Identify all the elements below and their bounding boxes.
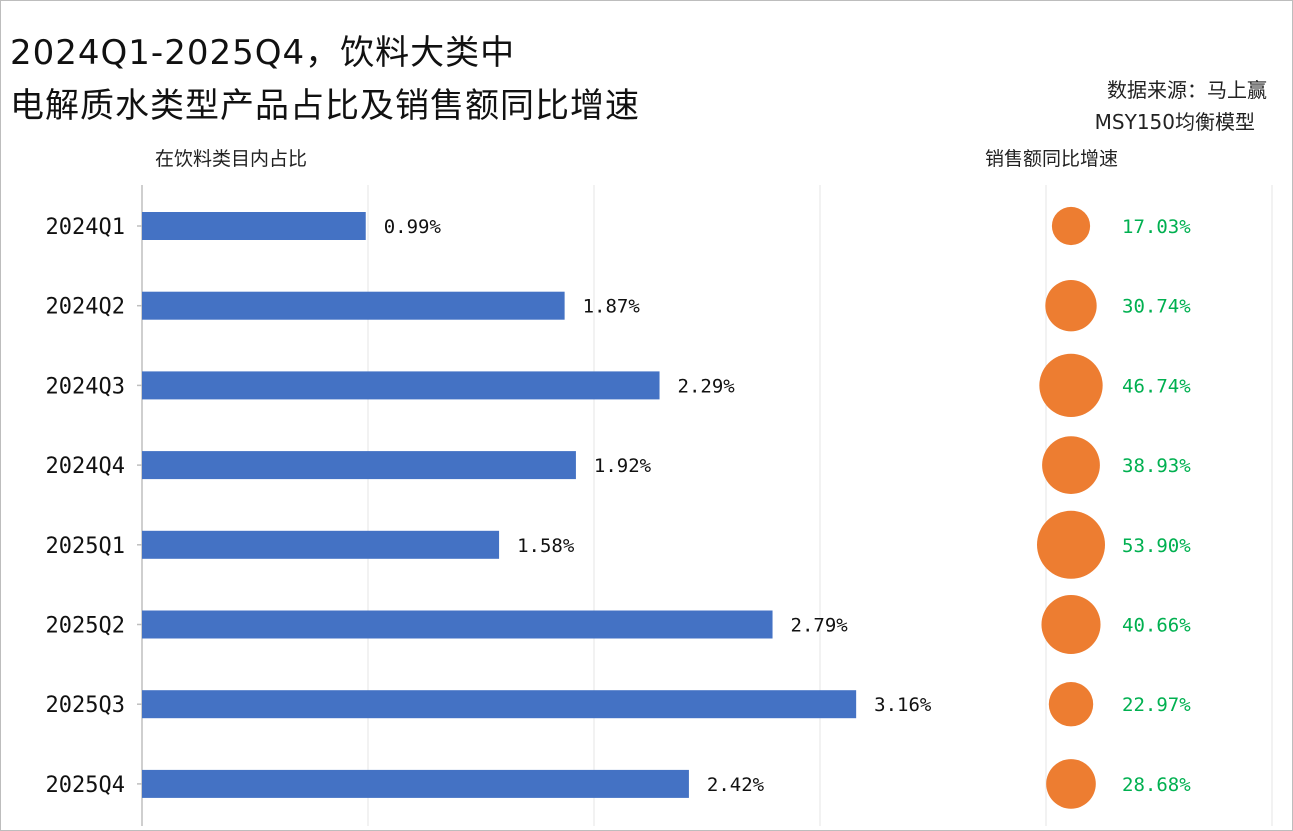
data-source-model: MSY150均衡模型 xyxy=(1094,110,1255,134)
category-tick-label: 2024Q3 xyxy=(46,374,125,399)
share-bar xyxy=(142,530,500,559)
share-series-header: 在饮料类目内占比 xyxy=(155,148,308,170)
growth-series-header: 销售额同比增速 xyxy=(985,148,1119,170)
growth-bubble xyxy=(1046,759,1096,809)
share-data-label: 1.92% xyxy=(594,455,652,477)
share-data-label: 2.29% xyxy=(678,375,736,397)
growth-bubble xyxy=(1042,436,1100,494)
growth-data-label: 22.97% xyxy=(1122,694,1191,716)
share-bar xyxy=(142,371,660,400)
share-bar xyxy=(142,769,689,798)
share-data-label: 1.87% xyxy=(583,296,641,318)
growth-data-label: 38.93% xyxy=(1122,455,1191,477)
growth-bubble xyxy=(1041,594,1101,655)
growth-data-label: 30.74% xyxy=(1122,296,1191,318)
category-tick-label: 2025Q3 xyxy=(46,693,125,718)
share-bar xyxy=(142,451,576,480)
growth-data-label: 53.90% xyxy=(1122,535,1191,557)
category-tick-label: 2025Q4 xyxy=(46,773,125,798)
growth-bubble xyxy=(1045,280,1097,332)
share-data-label: 2.79% xyxy=(791,615,849,637)
category-tick-label: 2024Q2 xyxy=(46,295,125,320)
category-tick-label: 2024Q1 xyxy=(46,215,125,240)
share-bar xyxy=(142,690,857,719)
chart-title-line-2: 电解质水类型产品占比及销售额同比增速 xyxy=(10,86,640,126)
share-data-label: 0.99% xyxy=(384,216,442,238)
growth-bubble xyxy=(1039,353,1103,418)
growth-data-label: 40.66% xyxy=(1122,615,1191,637)
category-tick-label: 2025Q2 xyxy=(46,614,125,639)
growth-bubble xyxy=(1037,510,1105,579)
share-bar xyxy=(142,212,366,240)
share-bar xyxy=(142,291,565,320)
chart-title-line-1: 2024Q1-2025Q4，饮料大类中 xyxy=(10,33,516,73)
growth-bubble xyxy=(1051,206,1091,246)
share-bar xyxy=(142,610,773,639)
growth-data-label: 46.74% xyxy=(1122,375,1191,397)
category-tick-label: 2024Q4 xyxy=(46,454,125,479)
category-tick-label: 2025Q1 xyxy=(46,534,125,559)
share-data-label: 2.42% xyxy=(707,774,765,796)
share-data-label: 1.58% xyxy=(517,535,575,557)
growth-data-label: 17.03% xyxy=(1122,216,1191,238)
share-data-label: 3.16% xyxy=(874,694,932,716)
data-source-label: 数据来源：马上赢 xyxy=(1107,78,1267,102)
growth-data-label: 28.68% xyxy=(1122,774,1191,796)
growth-bubble xyxy=(1048,682,1094,727)
